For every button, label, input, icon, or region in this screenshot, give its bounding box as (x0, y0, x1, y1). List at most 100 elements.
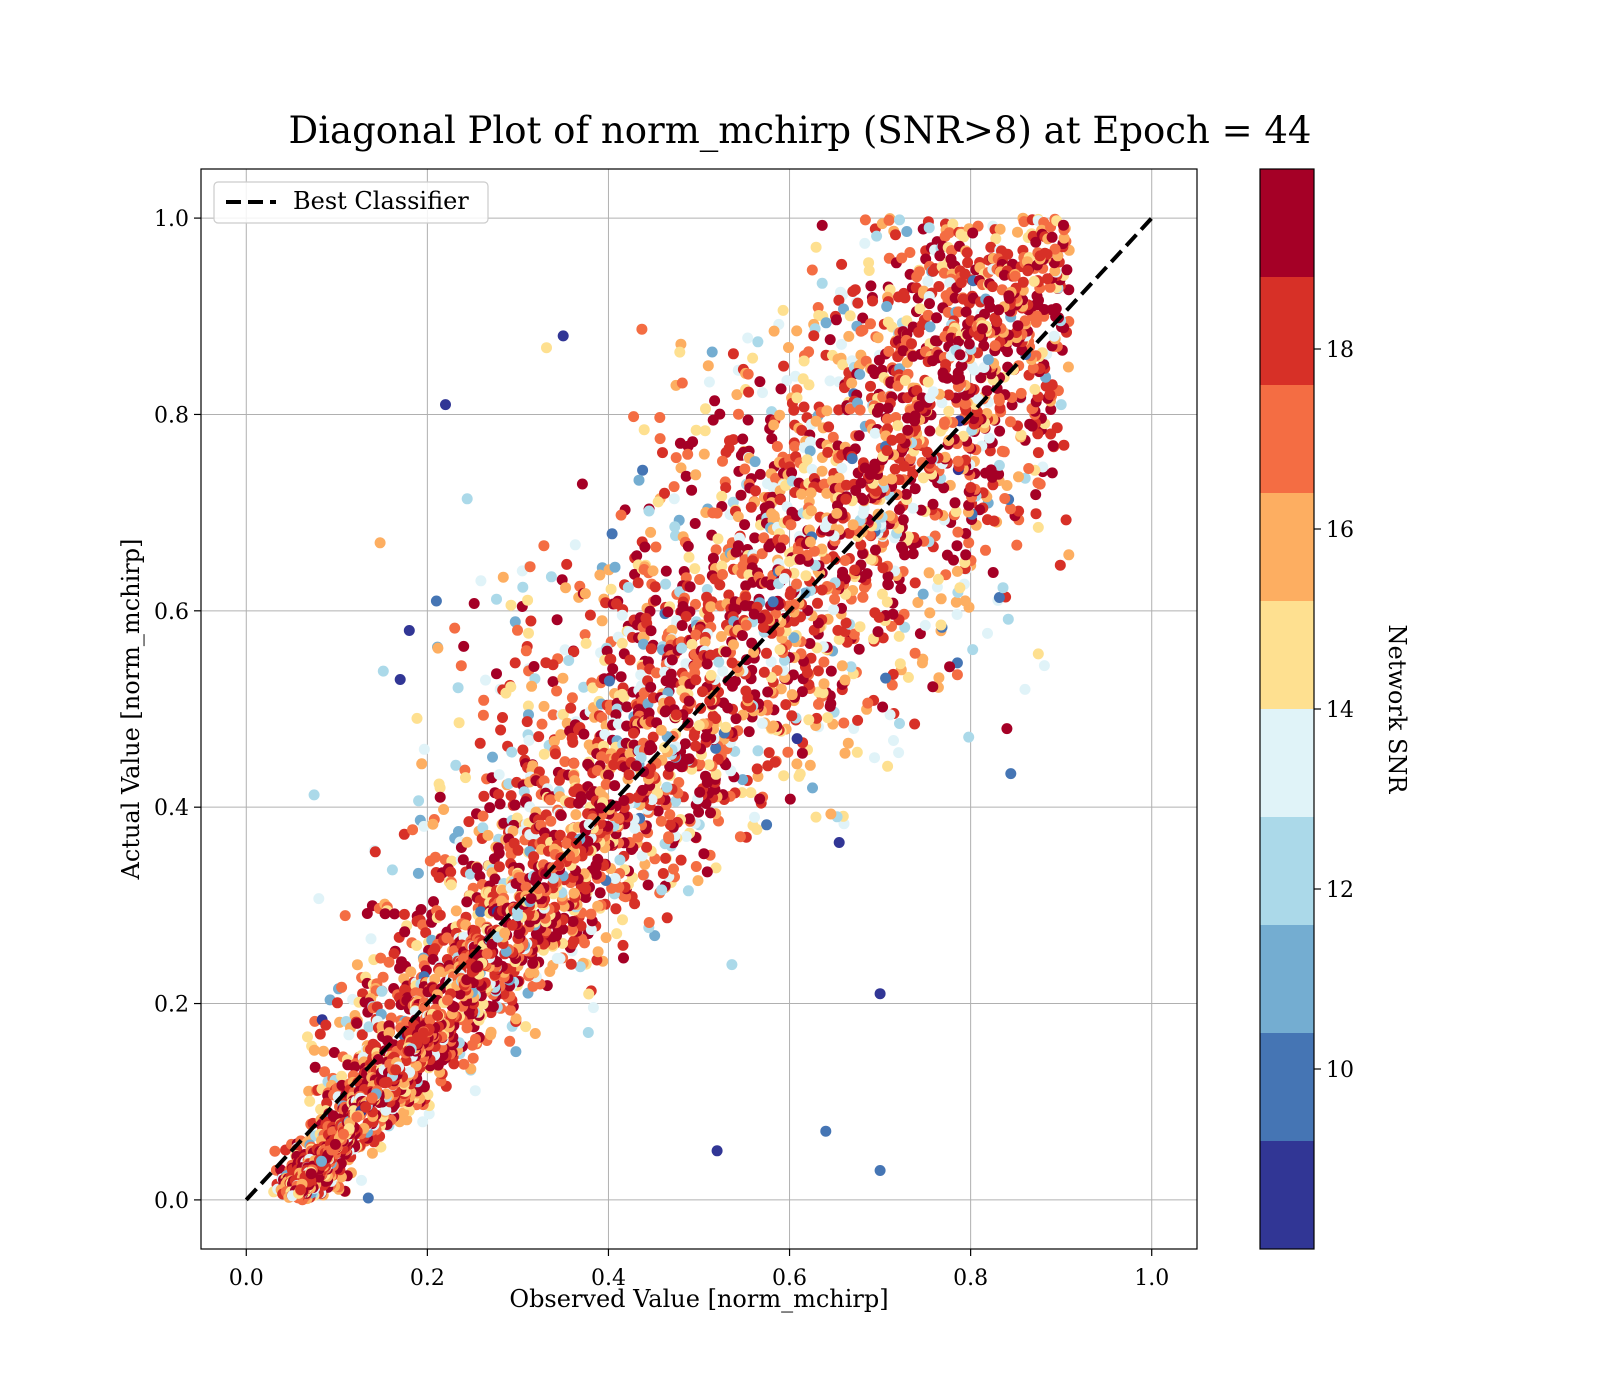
scatter-point (576, 478, 588, 490)
scatter-point (746, 637, 758, 649)
scatter-point (909, 483, 921, 495)
scatter-point (865, 280, 877, 292)
scatter-point (698, 848, 710, 860)
scatter-point (567, 916, 579, 927)
scatter-point (432, 1010, 444, 1021)
scatter-point (269, 1145, 281, 1157)
scatter-point (470, 1033, 481, 1045)
scatter-point (386, 864, 398, 876)
colorbar-tick-label: 14 (1326, 698, 1354, 723)
scatter-point (703, 759, 715, 771)
scatter-point (331, 997, 343, 1009)
scatter-point (985, 241, 997, 253)
scatter-point (594, 887, 606, 899)
scatter-point (726, 657, 738, 669)
scatter-point (854, 404, 866, 416)
scatter-point (610, 903, 622, 915)
scatter-point (806, 463, 818, 475)
scatter-point (356, 1174, 367, 1186)
scatter-point (821, 487, 833, 499)
scatter-point (781, 375, 793, 386)
scatter-point (675, 462, 687, 474)
scatter-point (808, 330, 820, 342)
scatter-point (993, 459, 1005, 471)
scatter-point (449, 622, 461, 634)
scatter-point-outlier (711, 1145, 723, 1157)
scatter-point (853, 643, 865, 655)
scatter-point (460, 772, 471, 784)
scatter-point (680, 754, 692, 765)
scatter-point (636, 850, 648, 862)
scatter-point (587, 1002, 599, 1014)
scatter-point (999, 493, 1011, 504)
scatter-point (438, 804, 450, 815)
scatter-point (632, 831, 644, 843)
scatter-point (703, 612, 715, 624)
scatter-point (886, 434, 898, 446)
scatter-point (919, 619, 931, 631)
scatter-point (909, 647, 921, 659)
scatter-point (761, 819, 773, 831)
scatter-point (471, 862, 483, 874)
scatter-point (924, 321, 936, 333)
scatter-point (527, 957, 539, 969)
scatter-point (737, 433, 749, 445)
scatter-point (506, 746, 518, 758)
scatter-point (594, 569, 606, 581)
scatter-point (547, 709, 559, 721)
scatter-point (704, 695, 716, 707)
scatter-point (682, 448, 694, 460)
scatter-point (687, 436, 699, 448)
scatter-point (377, 971, 389, 983)
scatter-point (869, 752, 880, 764)
scatter-point (739, 463, 751, 475)
scatter-point (707, 552, 719, 564)
scatter-point (865, 380, 876, 392)
scatter-point (645, 643, 657, 655)
scatter-point (1063, 284, 1075, 296)
scatter-point (932, 573, 944, 585)
scatter-point (720, 721, 732, 733)
scatter-point (1032, 521, 1044, 533)
scatter-point (859, 237, 871, 249)
scatter-point (894, 214, 905, 226)
scatter-point (833, 633, 845, 645)
scatter-point (463, 816, 475, 828)
scatter-point (555, 729, 567, 741)
scatter-point (313, 893, 325, 905)
scatter-point (848, 628, 860, 640)
scatter-point (538, 540, 550, 552)
scatter-point (591, 954, 603, 966)
colorbar-band (1260, 817, 1314, 925)
scatter-point (778, 573, 790, 584)
scatter-point (690, 469, 702, 481)
scatter-point (943, 405, 955, 417)
scatter-point (963, 537, 975, 549)
scatter-point (458, 640, 470, 652)
scatter-point (889, 463, 901, 475)
scatter-point (650, 667, 662, 679)
scatter-point (1029, 383, 1041, 395)
scatter-point (356, 1029, 368, 1041)
scatter-point (810, 811, 822, 823)
colorbar-tick-label: 12 (1326, 878, 1354, 903)
scatter-point (720, 482, 732, 494)
scatter-point (1046, 467, 1058, 479)
colorbar-band (1260, 601, 1314, 709)
scatter-point (788, 404, 800, 416)
scatter-point (709, 395, 721, 407)
scatter-point (731, 389, 743, 401)
scatter-point (676, 377, 688, 389)
scatter-point (664, 761, 676, 772)
scatter-point (931, 312, 942, 324)
scatter-point (682, 540, 694, 552)
scatter-point (715, 631, 727, 642)
scatter-point (762, 686, 774, 698)
scatter-point (295, 1184, 307, 1196)
scatter-point (714, 579, 726, 591)
scatter-point (407, 824, 419, 836)
scatter-point (566, 692, 578, 704)
scatter-point (533, 731, 545, 743)
scatter-point (943, 389, 955, 401)
scatter-point (1038, 660, 1050, 672)
